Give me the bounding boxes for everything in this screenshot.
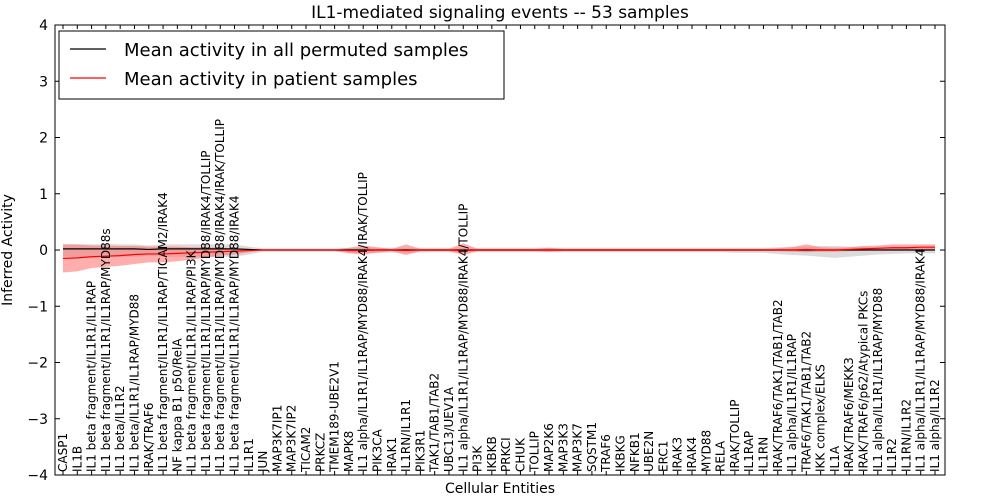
y-tick-label-1: −3 [27, 412, 48, 428]
legend-label-patient: Mean activity in patient samples [124, 69, 418, 90]
x-tick-label-8: NF kappa B1 p50/RelA [170, 338, 184, 472]
x-tick-label-56: IRAK/TRAF6/p62/Atypical PKCs [857, 291, 871, 472]
y-tick-label-0: −4 [27, 468, 48, 484]
x-axis-label: Cellular Entities [445, 481, 555, 497]
y-tick-label-5: 1 [39, 187, 48, 203]
x-tick-label-51: IL1 alpha/IL1R1/IL1RAP [785, 334, 799, 472]
y-tick-label-7: 3 [39, 74, 48, 90]
x-tick-label-42: ERC1 [656, 441, 670, 472]
x-tick-label-18: PRKCZ [313, 433, 327, 472]
x-tick-label-34: MAP2K6 [542, 423, 556, 472]
x-axis-tick-labels: CASP1 IL1B IL1 beta fragment/IL1R1/IL1RAP I… [56, 25, 942, 475]
x-tick-label-13: IL1R1 [242, 438, 256, 472]
x-tick-label-54: IL1A [828, 445, 842, 472]
x-tick-label-23: IRAK1 [385, 437, 399, 472]
legend-box [58, 30, 505, 100]
x-tick-label-17: TICAM2 [299, 427, 313, 473]
x-tick-label-5: IL1 beta/IL1R1/IL1RAP/MYD88 [127, 294, 141, 472]
x-tick-label-16: MAP3K7IP2 [285, 405, 299, 472]
y-tick-label-6: 2 [39, 131, 48, 147]
line-series-1 [62, 246, 935, 260]
x-tick-label-3: IL1 beta fragment/IL1R1/IL1RAP/MYD88s [99, 228, 113, 472]
x-tick-label-59: IL1RN/IL1R2 [899, 399, 913, 472]
line-layer [62, 246, 935, 260]
x-tick-label-0: CASP1 [56, 433, 70, 472]
x-tick-label-28: IL1 alpha/IL1R1/IL1RAP/MYD88/IRAK4/TOLLI… [456, 204, 470, 472]
x-tick-label-55: IRAK/TRAF6/MEKK3 [842, 357, 856, 472]
y-axis: −4 −3 −2 −1 0 1 2 3 4 [27, 18, 945, 484]
x-tick-label-53: IKK complex/ELKS [814, 364, 828, 472]
x-tick-label-7: IL1 beta fragment/IL1R1/IL1RAP/TICAM2/IR… [156, 192, 170, 472]
x-tick-label-46: RELA [714, 440, 728, 472]
x-tick-label-12: IL1 beta fragment/IL1R1/IL1RAP/MYD88/IRA… [228, 195, 242, 472]
x-tick-label-4: IL1 beta/IL1R2 [113, 385, 127, 472]
x-tick-label-25: PIK3R1 [413, 430, 427, 472]
x-tick-label-41: UBE2N [642, 431, 656, 472]
x-tick-label-43: IRAK3 [671, 437, 685, 472]
x-tick-label-36: MAP3K7 [571, 423, 585, 472]
x-tick-label-22: PIK3CA [370, 428, 384, 472]
y-axis-label: Inferred Activity [0, 194, 16, 306]
x-tick-label-20: MAPK8 [342, 431, 356, 472]
legend: Mean activity in all permuted samples Me… [58, 30, 505, 100]
x-tick-label-52: TRAF6/TAK1/TAB1/TAB2 [799, 331, 813, 473]
x-tick-label-49: IL1RN [756, 437, 770, 472]
x-tick-label-9: IL1 beta fragment/IL1R1/IL1RAP/PI3K [185, 249, 199, 472]
y-tick-label-8: 4 [39, 18, 48, 34]
x-tick-label-60: IL1 alpha/IL1R1/IL1RAP/MYD88/IRAK4 [914, 249, 928, 472]
x-tick-label-31: PRKCI [499, 437, 513, 472]
x-tick-label-24: IL1RN/IL1R1 [399, 399, 413, 472]
x-tick-label-39: IKBKG [614, 435, 628, 472]
x-tick-label-1: IL1B [70, 446, 84, 472]
x-tick-label-45: MYD88 [699, 430, 713, 472]
x-tick-label-33: TOLLIP [528, 431, 542, 473]
x-tick-label-58: IL1R2 [885, 438, 899, 472]
x-tick-label-26: TAK1/TAB1/TAB2 [428, 373, 442, 473]
x-tick-label-61: IL1 alpha/IL1R2 [928, 379, 942, 472]
x-tick-label-38: TRAF6 [599, 434, 613, 473]
x-tick-label-37: SQSTM1 [585, 422, 599, 472]
legend-label-permuted: Mean activity in all permuted samples [124, 40, 468, 61]
x-tick-label-57: IL1 alpha/IL1R1/IL1RAP/MYD88 [871, 288, 885, 472]
x-tick-label-29: PI3K [471, 445, 485, 472]
x-tick-label-27: UBC13/UEV1A [442, 386, 456, 472]
x-tick-label-47: IRAK/TOLLIP [728, 400, 742, 472]
x-tick-label-35: MAP3K3 [556, 423, 570, 472]
x-tick-label-14: JUN [256, 451, 270, 473]
x-tick-label-10: IL1 beta fragment/IL1R1/IL1RAP/MYD88/IRA… [199, 151, 213, 472]
x-tick-label-21: IL1 alpha/IL1R1/IL1RAP/MYD88/IRAK4/IRAK/… [356, 172, 370, 472]
x-tick-label-11: IL1 beta fragment/IL1R1/IL1RAP/MYD88/IRA… [213, 119, 227, 472]
y-tick-label-2: −2 [27, 356, 48, 372]
x-tick-label-40: NFKB1 [628, 432, 642, 472]
x-tick-label-32: CHUK [513, 437, 527, 472]
y-tick-label-4: 0 [39, 243, 48, 259]
x-tick-label-30: IKBKB [485, 436, 499, 472]
x-tick-label-48: IL1RAP [742, 431, 756, 472]
x-tick-label-15: MAP3K7IP1 [270, 405, 284, 472]
x-tick-label-19: TMEM189-UBE2V1 [328, 361, 342, 473]
chart-title: IL1-mediated signaling events -- 53 samp… [311, 3, 689, 23]
x-tick-label-50: IRAK/TRAF6/TAK1/TAB1/TAB2 [771, 299, 785, 472]
x-tick-label-44: IRAK4 [685, 437, 699, 472]
y-tick-label-3: −1 [27, 299, 48, 315]
x-tick-label-2: IL1 beta fragment/IL1R1/IL1RAP [85, 281, 99, 472]
x-tick-label-6: IRAK/TRAF6 [142, 403, 156, 472]
